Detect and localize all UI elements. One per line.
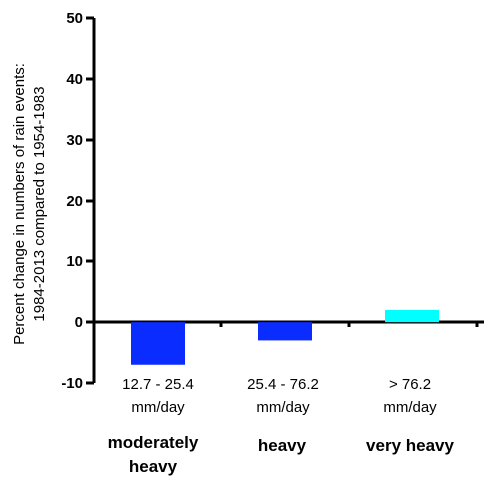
x-group-label-line-2: heavy (129, 457, 178, 476)
y-tick-group-2: 10 (66, 253, 94, 270)
x-group-label-line-1: very heavy (366, 436, 454, 455)
y-axis-label-line-2: 1984-2013 compared to 1954-1983 (31, 86, 48, 321)
y-tick-label: 30 (66, 132, 83, 149)
x-category-label-line-2: mm/day (131, 399, 185, 416)
y-tick-group-3: 20 (66, 193, 94, 210)
y-tick-group-4: 30 (66, 132, 94, 149)
y-tick-label: 50 (66, 10, 83, 27)
bar-moderately-heavy (131, 322, 185, 365)
y-tick-label: 10 (66, 253, 83, 270)
x-group-label-line-1: moderately (108, 433, 199, 452)
x-category-label-line-2: mm/day (256, 399, 310, 416)
y-tick-group-6: 50 (66, 10, 94, 27)
y-axis-label-line-1: Percent change in numbers of rain events… (11, 63, 28, 345)
y-tick-label: 0 (75, 314, 83, 331)
y-tick-label: -10 (61, 375, 83, 392)
x-group-label-line-1: heavy (258, 436, 307, 455)
bar-heavy (258, 322, 312, 341)
bar-very-heavy (385, 310, 439, 323)
y-tick-group-5: 40 (66, 71, 94, 88)
x-category-label-line-1: 12.7 - 25.4 (122, 376, 194, 393)
y-tick-group-1: 0 (75, 314, 94, 331)
y-tick-label: 20 (66, 193, 83, 210)
x-category-label-line-1: 25.4 - 76.2 (247, 376, 319, 393)
x-category-label-line-2: mm/day (383, 399, 437, 416)
y-tick-group-0: -10 (61, 375, 94, 392)
x-category-label-line-1: > 76.2 (389, 376, 431, 393)
y-tick-label: 40 (66, 71, 83, 88)
